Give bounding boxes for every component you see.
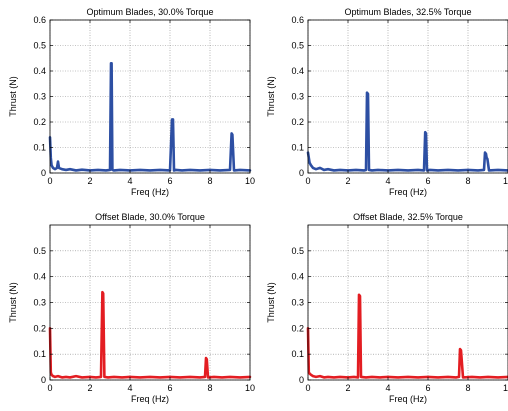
x-tick-label: 8 (465, 176, 470, 186)
x-tick-label: 10 (503, 383, 508, 393)
x-tick-label: 10 (245, 383, 255, 393)
y-tick-label: 0 (299, 375, 304, 385)
chart-panel-4: 0 2 4 6 8 10 0 0.1 0.2 0.3 0.4 0.5 Offset Blade, 32.… (266, 212, 508, 404)
y-tick-label: 0.4 (33, 66, 46, 76)
x-tick-label: 6 (167, 383, 172, 393)
x-tick-label: 4 (385, 176, 390, 186)
x-tick-label: 6 (425, 383, 430, 393)
y-axis-label: Thrust (N) (266, 76, 276, 117)
y-axis-label: Thrust (N) (8, 282, 18, 323)
y-tick-label: 0.2 (291, 117, 304, 127)
x-tick-label: 2 (345, 176, 350, 186)
x-tick-label: 4 (127, 383, 132, 393)
x-tick-label: 10 (503, 176, 508, 186)
y-tick-label: 0.4 (291, 66, 304, 76)
x-tick-label: 8 (207, 176, 212, 186)
x-tick-label: 6 (167, 176, 172, 186)
y-tick-label: 0.3 (33, 298, 46, 308)
x-tick-label: 10 (245, 176, 255, 186)
x-tick-label: 2 (87, 383, 92, 393)
series-line (48, 62, 252, 172)
chart-title: Optimum Blades, 32.5% Torque (345, 7, 472, 17)
chart-title: Optimum Blades, 30.0% Torque (87, 7, 214, 17)
y-tick-label: 0 (41, 168, 46, 178)
x-tick-label: 2 (87, 176, 92, 186)
y-tick-label: 0.2 (291, 323, 304, 333)
y-tick-label: 0.5 (33, 246, 46, 256)
chart-panel-2: 0 2 4 6 8 10 0 0.1 0.2 0.3 0.4 0.5 0.6 Optimum Blades… (266, 7, 508, 197)
y-tick-label: 0.1 (33, 349, 46, 359)
y-tick-label: 0.4 (33, 272, 46, 282)
series-line (306, 293, 508, 379)
x-axis-label: Freq (Hz) (389, 394, 427, 404)
x-tick-label: 8 (207, 383, 212, 393)
y-tick-label: 0.5 (33, 41, 46, 51)
y-tick-label: 0.2 (33, 117, 46, 127)
y-tick-label: 0.6 (33, 15, 46, 25)
y-tick-label: 0.3 (291, 298, 304, 308)
y-tick-label: 0.2 (33, 323, 46, 333)
y-tick-label: 0.1 (33, 143, 46, 153)
x-axis-label: Freq (Hz) (131, 394, 169, 404)
chart-title: Offset Blade, 32.5% Torque (353, 212, 463, 222)
x-tick-label: 0 (47, 383, 52, 393)
x-tick-label: 4 (385, 383, 390, 393)
x-tick-label: 0 (305, 176, 310, 186)
series-line (306, 91, 508, 172)
x-tick-label: 2 (345, 383, 350, 393)
y-tick-label: 0.3 (291, 92, 304, 102)
y-axis-label: Thrust (N) (266, 282, 276, 323)
x-axis-label: Freq (Hz) (389, 187, 427, 197)
chart-panel-1: 0 2 4 6 8 10 0 0.1 0.2 0.3 0.4 0.5 0.6 Optimum Blades… (8, 7, 255, 197)
y-tick-label: 0.6 (291, 15, 304, 25)
y-tick-label: 0 (299, 168, 304, 178)
y-tick-label: 0.1 (291, 349, 304, 359)
x-axis-label: Freq (Hz) (131, 187, 169, 197)
y-tick-label: 0 (41, 375, 46, 385)
y-tick-label: 0.1 (291, 143, 304, 153)
x-tick-label: 8 (465, 383, 470, 393)
y-tick-label: 0.4 (291, 272, 304, 282)
x-tick-label: 6 (425, 176, 430, 186)
x-tick-label: 4 (127, 176, 132, 186)
chart-title: Offset Blade, 30.0% Torque (95, 212, 205, 222)
y-tick-label: 0.5 (291, 41, 304, 51)
y-axis-label: Thrust (N) (8, 76, 18, 117)
series-line (48, 290, 252, 379)
x-tick-label: 0 (305, 383, 310, 393)
y-tick-label: 0.5 (291, 246, 304, 256)
x-tick-label: 0 (47, 176, 52, 186)
y-tick-label: 0.3 (33, 92, 46, 102)
chart-panel-3: 0 2 4 6 8 10 0 0.1 0.2 0.3 0.4 0.5 Offset Blade, 30.… (8, 212, 255, 404)
